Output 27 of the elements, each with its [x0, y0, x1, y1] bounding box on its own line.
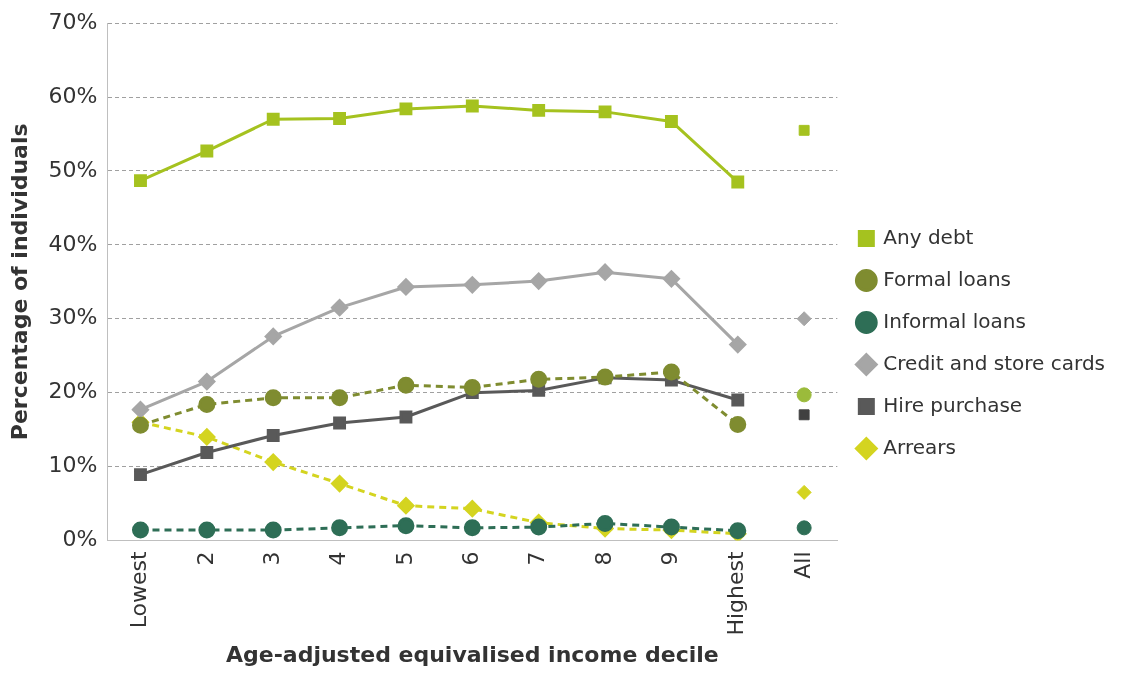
legend-label: Any debt: [883, 224, 974, 249]
x-tick-label: 4: [325, 551, 351, 566]
x-tick-label: 5: [391, 551, 417, 566]
y-tick-label: 70%: [48, 8, 98, 34]
x-tick-label: Highest: [723, 551, 749, 636]
legend-label: Formal loans: [883, 266, 1012, 291]
y-tick-label: 40%: [48, 230, 98, 256]
x-tick-label: Lowest: [126, 551, 152, 629]
x-tick-label: 6: [458, 551, 484, 566]
y-tick-label: 20%: [48, 378, 98, 404]
x-tick-label: 2: [192, 551, 218, 566]
legend-label: Informal loans: [883, 308, 1026, 333]
x-tick-label: 3: [258, 551, 284, 566]
y-tick-label: 0%: [62, 526, 98, 552]
y-tick-label: 30%: [48, 304, 98, 330]
y-tick-label: 10%: [48, 452, 98, 478]
legend-label: Arrears: [883, 434, 956, 459]
legend-label: Hire purchase: [883, 392, 1023, 417]
y-axis-title: Percentage of individuals: [6, 123, 32, 441]
y-tick-label: 60%: [48, 82, 98, 108]
x-tick-label: 7: [524, 551, 550, 566]
x-tick-label: All: [789, 551, 815, 579]
x-tick-label: 8: [590, 551, 616, 566]
x-tick-label: 9: [657, 551, 683, 566]
x-axis-title: Age-adjusted equivalised income decile: [225, 641, 719, 667]
legend-label: Credit and store cards: [883, 350, 1105, 375]
y-tick-label: 50%: [48, 156, 98, 182]
